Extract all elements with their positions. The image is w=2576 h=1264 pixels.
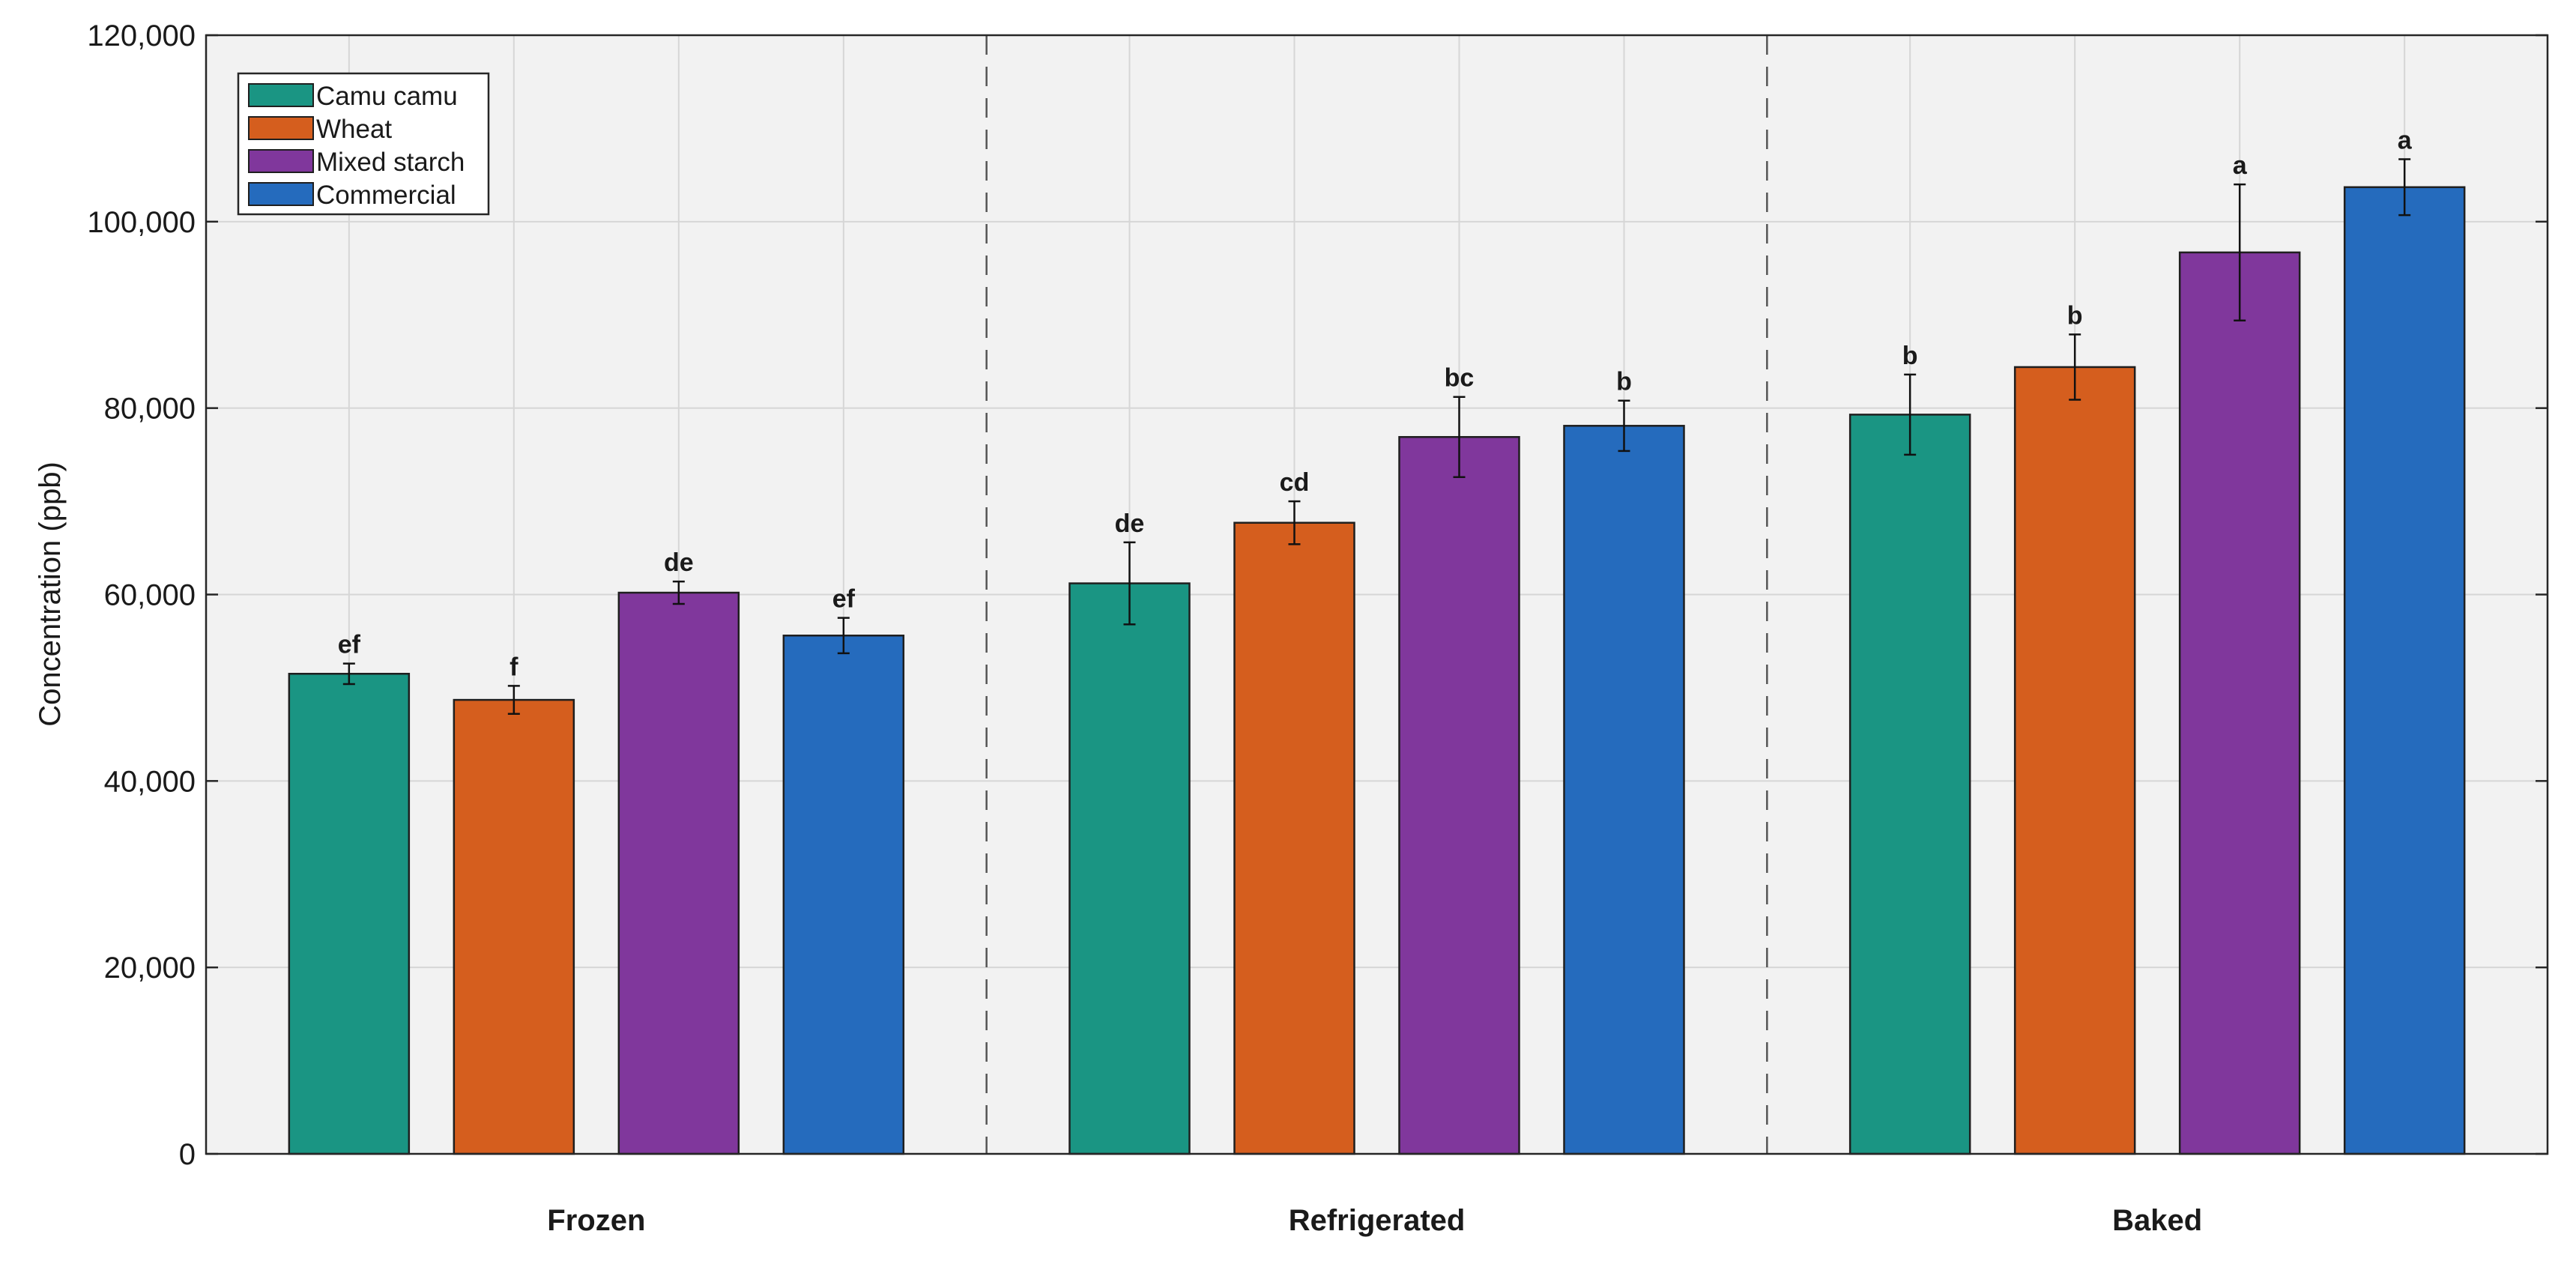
category-label: Baked [2112,1204,2202,1237]
category-label: Refrigerated [1289,1204,1466,1237]
y-tick-label: 100,000 [87,206,196,239]
bar [1398,435,1520,1155]
error-bars [342,158,2411,716]
bar [2178,251,2301,1155]
legend-swatch [248,116,314,140]
bars [288,186,2466,1155]
bar [1068,582,1191,1155]
bar [1563,425,1685,1155]
significance-letter: cd [1280,468,1310,497]
significance-letter: ef [832,585,856,614]
significance-letter: de [664,548,694,577]
legend: Camu camu Wheat Mixed starch Commercial [237,72,490,216]
significance-letter: b [1616,368,1632,396]
significance-letters: ef f de ef de cd bc b b b a a [338,126,2413,681]
y-tick-label: 40,000 [104,765,196,798]
y-tick-label: 80,000 [104,393,196,426]
legend-label: Commercial [316,181,456,210]
significance-letter: b [2067,301,2083,330]
bar [1233,521,1355,1155]
y-tick-label: 20,000 [104,952,196,985]
legend-label: Wheat [316,115,392,144]
bar [453,698,575,1155]
legend-swatch [248,182,314,206]
significance-letter: a [2233,151,2248,180]
x-axis-category-labels: Frozen Refrigerated Baked [547,1204,2202,1237]
y-tick-label: 60,000 [104,579,196,612]
significance-letter: a [2398,126,2413,154]
category-label: Frozen [547,1204,645,1237]
significance-letter: b [1902,342,1918,370]
significance-letter: bc [1445,364,1475,393]
legend-label: Mixed starch [316,148,465,177]
significance-letter: ef [338,631,361,659]
legend-swatch [248,149,314,173]
y-axis-title: Concentration (ppb) [34,462,67,727]
bar [1848,414,1971,1155]
bar [782,634,905,1155]
y-tick-label: 120,000 [87,19,196,52]
bar [288,673,411,1155]
bar [2343,186,2466,1155]
significance-letter: f [510,653,518,681]
bar [617,591,740,1155]
legend-swatch [248,83,314,107]
legend-label: Camu camu [316,82,458,111]
bar [2013,366,2136,1155]
y-tick-label: 0 [179,1138,196,1171]
y-axis-ticks: 0 20,000 40,000 60,000 80,000 100,000 120,000 [87,19,2548,1171]
significance-letter: de [1115,509,1145,538]
